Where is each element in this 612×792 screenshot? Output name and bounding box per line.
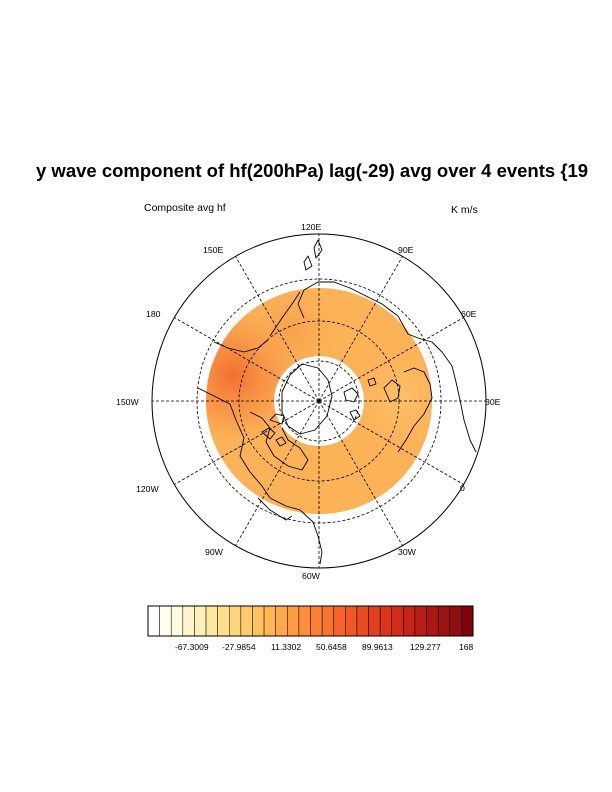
colorbar-box — [345, 605, 358, 637]
meridian-lines — [152, 234, 486, 568]
lon-label-90e: 90E — [398, 245, 414, 255]
colorbar-box — [403, 605, 416, 637]
lon-label-30w: 30W — [398, 547, 416, 557]
coastlines — [197, 239, 477, 565]
colorbar-label: 89.9613 — [362, 642, 393, 652]
colorbar-box — [333, 605, 346, 637]
colorbar-label: -27.9854 — [222, 642, 256, 652]
colorbar-box — [449, 605, 462, 637]
colorbar-box — [356, 605, 369, 637]
lon-label-60w: 60W — [302, 571, 320, 581]
colorbar-box — [414, 605, 427, 637]
units-label: K m/s — [451, 204, 478, 216]
lon-label-0: 0 — [460, 483, 465, 493]
colorbar-box — [194, 605, 207, 637]
colorbar-box — [240, 605, 253, 637]
lon-label-180: 180 — [146, 309, 161, 319]
colorbar-box — [229, 605, 242, 637]
colorbar-label: 11.3302 — [271, 642, 302, 652]
colorbar-box — [379, 605, 393, 637]
lon-label-30e: 30E — [485, 397, 501, 407]
colorbar-label: -67.3009 — [175, 642, 209, 652]
meridian-line — [318, 256, 403, 402]
colorbar-box — [275, 605, 288, 637]
meridian-line — [318, 400, 403, 546]
meridian-line — [174, 317, 320, 402]
colorbar-box — [217, 605, 230, 637]
lon-label-120w: 120W — [136, 484, 159, 494]
colorbar-box — [182, 605, 195, 637]
colorbar-box — [159, 605, 172, 637]
colorbar-box — [391, 605, 404, 637]
colorbar-box — [298, 605, 311, 637]
colorbar-box — [310, 605, 323, 637]
colorbar-label: 168 — [459, 642, 474, 652]
meridian-line — [318, 317, 464, 402]
map-boundary — [151, 233, 487, 569]
colorbar-box — [263, 605, 276, 637]
lon-label-150w: 150W — [116, 397, 139, 407]
colorbar-box — [321, 605, 334, 637]
lon-label-90w: 90W — [205, 547, 223, 557]
colorbar-box — [147, 605, 160, 637]
colorbar-label: 50.6458 — [316, 642, 347, 652]
colorbar-box — [287, 605, 300, 637]
meridian-line — [318, 400, 464, 485]
colorbar-box — [437, 605, 451, 637]
lon-label-60e: 60E — [461, 309, 477, 319]
variable-label: Composite avg hf — [144, 202, 226, 214]
plot-title: y wave component of hf(200hPa) lag(-29) … — [36, 160, 589, 181]
lon-label-150e: 150E — [203, 245, 224, 255]
lon-label-120e: 120E — [301, 222, 322, 232]
colorbar-frame — [147, 605, 474, 637]
colorbar-box — [252, 605, 265, 637]
meridian-line — [235, 400, 320, 546]
colorbar-box — [426, 605, 439, 637]
colorbar-box — [170, 605, 184, 637]
colorbar-box — [461, 605, 474, 637]
colorbar-box — [368, 605, 381, 637]
colorbar-label: 129.277 — [410, 642, 441, 652]
meridian-line — [174, 400, 320, 485]
colorbar-box — [205, 605, 218, 637]
meridian-line — [235, 256, 320, 402]
